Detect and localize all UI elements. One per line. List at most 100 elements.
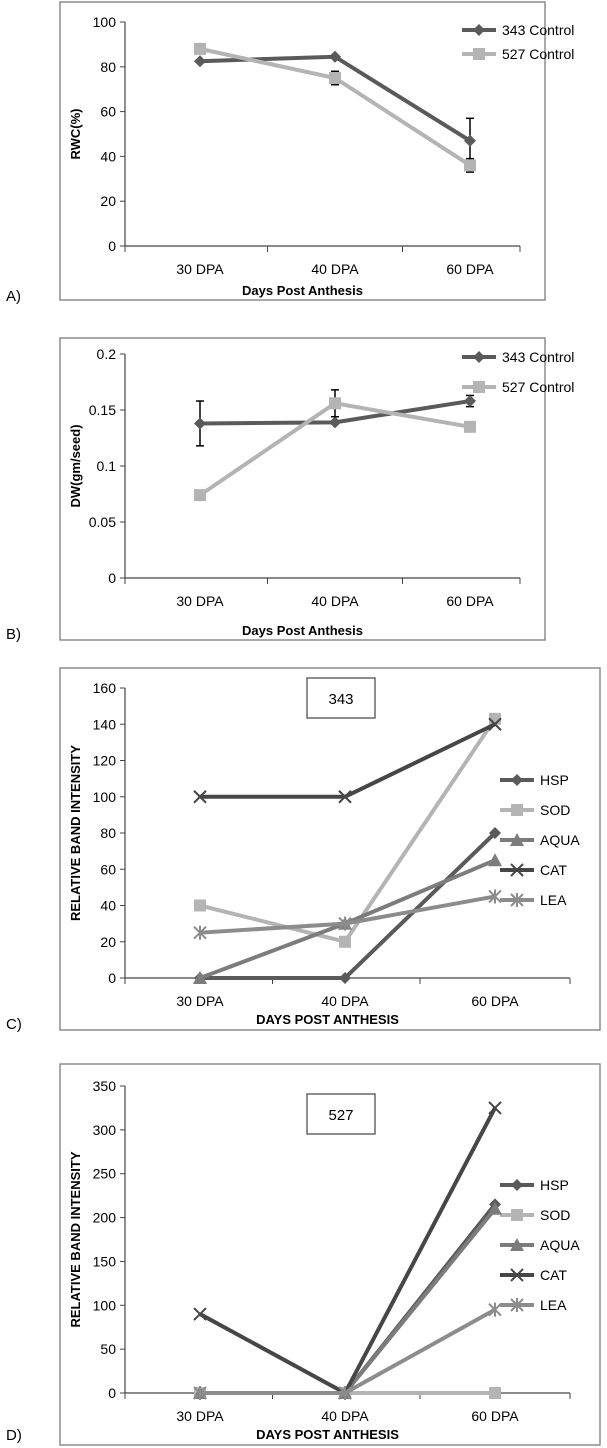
data-point <box>338 790 352 804</box>
series-527-control: 527 Control <box>194 42 574 173</box>
y-tick-label: 0 <box>108 238 116 254</box>
x-tick-label: 30 DPA <box>176 593 224 609</box>
x-axis-title: DAYS POST ANTHESIS <box>256 1427 399 1442</box>
x-tick-label: 30 DPA <box>176 1408 224 1424</box>
legend-label: 343 Control <box>502 349 574 365</box>
data-point <box>489 1387 501 1399</box>
data-point <box>193 1307 207 1321</box>
y-tick-label: 250 <box>93 1166 117 1182</box>
y-tick-label: 60 <box>100 861 116 877</box>
data-point <box>194 417 206 430</box>
x-tick-label: 60 DPA <box>471 1408 519 1424</box>
chart-2: 0 20 40 60 80 100 120 140 160 30 DPA 40 DPA 60 DPA D… <box>59 667 601 1031</box>
y-tick-label: 40 <box>100 898 116 914</box>
data-point <box>489 827 501 839</box>
legend-label: SOD <box>540 1207 570 1223</box>
y-tick-label: 80 <box>100 825 116 841</box>
y-tick-label: 150 <box>93 1253 117 1269</box>
chart-0: 0 20 40 60 80 100 30 DPA 40 DPA 60 DPA Days Post … <box>59 1 574 301</box>
data-point <box>488 889 502 904</box>
data-point <box>488 1302 502 1317</box>
panel-id-label: 343 <box>328 691 353 708</box>
x-tick-label: 60 DPA <box>446 593 494 609</box>
legend-marker <box>511 1179 523 1191</box>
data-point <box>464 420 476 433</box>
y-tick-label: 100 <box>93 1297 117 1313</box>
data-point <box>193 971 207 984</box>
y-tick-label: 50 <box>100 1341 116 1357</box>
data-point <box>464 134 476 147</box>
legend-marker <box>510 1238 524 1251</box>
y-tick-label: 160 <box>93 680 117 696</box>
y-tick-label: 0.05 <box>89 514 116 530</box>
legend-marker <box>510 833 524 846</box>
legend-label: LEA <box>540 1297 567 1313</box>
y-tick-label: 0 <box>108 1385 116 1401</box>
legend-label: AQUA <box>540 832 580 848</box>
y-tick-label: 0.1 <box>97 458 117 474</box>
legend-label: LEA <box>540 892 567 908</box>
data-point <box>194 55 206 68</box>
data-point <box>193 925 207 940</box>
data-point <box>339 935 351 948</box>
data-point <box>193 1386 207 1400</box>
y-tick-label: 200 <box>93 1210 117 1226</box>
legend-label: AQUA <box>540 1237 580 1253</box>
panel-letter-c: C) <box>6 1016 22 1033</box>
y-tick-label: 0 <box>108 570 116 586</box>
data-point <box>329 397 341 410</box>
data-point <box>194 42 206 55</box>
y-tick-label: 60 <box>100 104 116 120</box>
panel-id-label: 527 <box>328 1107 353 1124</box>
x-tick-label: 30 DPA <box>176 993 224 1009</box>
y-tick-label: 120 <box>93 753 117 769</box>
panel-letter-a: A) <box>6 288 21 305</box>
y-tick-label: 80 <box>100 59 116 75</box>
chart-3: 0 50 100 150 200 250 300 350 30 DPA 40 DPA 60 DPA D… <box>59 1063 601 1446</box>
data-point <box>488 1101 502 1115</box>
legend-label: CAT <box>540 1267 567 1283</box>
legend-label: HSP <box>540 772 569 788</box>
series-lea: LEA <box>193 889 567 940</box>
panel-letter-b: B) <box>6 626 21 643</box>
data-point <box>464 159 476 172</box>
panel-id-box <box>306 677 376 719</box>
panel-letter-d: D) <box>6 1427 22 1444</box>
legend-marker <box>473 381 485 393</box>
legend-marker <box>510 863 524 877</box>
legend-marker <box>473 48 485 60</box>
legend-label: CAT <box>540 862 567 878</box>
panel-id-box <box>306 1093 376 1135</box>
data-point <box>329 416 341 429</box>
legend-label: SOD <box>540 802 570 818</box>
x-axis-title: Days Post Anthesis <box>242 623 363 638</box>
x-tick-label: 40 DPA <box>311 593 359 609</box>
y-axis-title: RELATIVE BAND INTENSITY <box>68 1151 83 1327</box>
x-tick-label: 40 DPA <box>321 993 369 1009</box>
y-axis-title: RWC(%) <box>68 108 83 159</box>
y-axis-title: RELATIVE BAND INTENSITY <box>68 745 83 921</box>
data-point <box>488 853 502 867</box>
series-343-control: 343 Control <box>194 349 574 447</box>
data-point <box>194 899 206 912</box>
series-cat: CAT <box>193 717 567 878</box>
data-point <box>338 916 352 931</box>
y-tick-label: 0 <box>108 970 116 986</box>
legend-label: 527 Control <box>502 46 574 62</box>
chart-frame <box>59 667 601 1031</box>
series-lea: LEA <box>193 1297 567 1400</box>
data-point <box>488 717 502 731</box>
y-tick-label: 20 <box>100 934 116 950</box>
x-tick-label: 30 DPA <box>176 261 224 277</box>
data-point <box>194 489 206 502</box>
legend-label: 343 Control <box>502 22 574 38</box>
data-point <box>338 1386 352 1400</box>
x-tick-label: 60 DPA <box>471 993 519 1009</box>
series-527-control: 527 Control <box>194 379 574 502</box>
legend-marker <box>473 24 485 36</box>
y-tick-label: 140 <box>93 716 117 732</box>
x-axis-title: Days Post Anthesis <box>242 283 363 298</box>
y-tick-label: 0.2 <box>97 346 117 362</box>
chart-frame <box>59 1 546 301</box>
